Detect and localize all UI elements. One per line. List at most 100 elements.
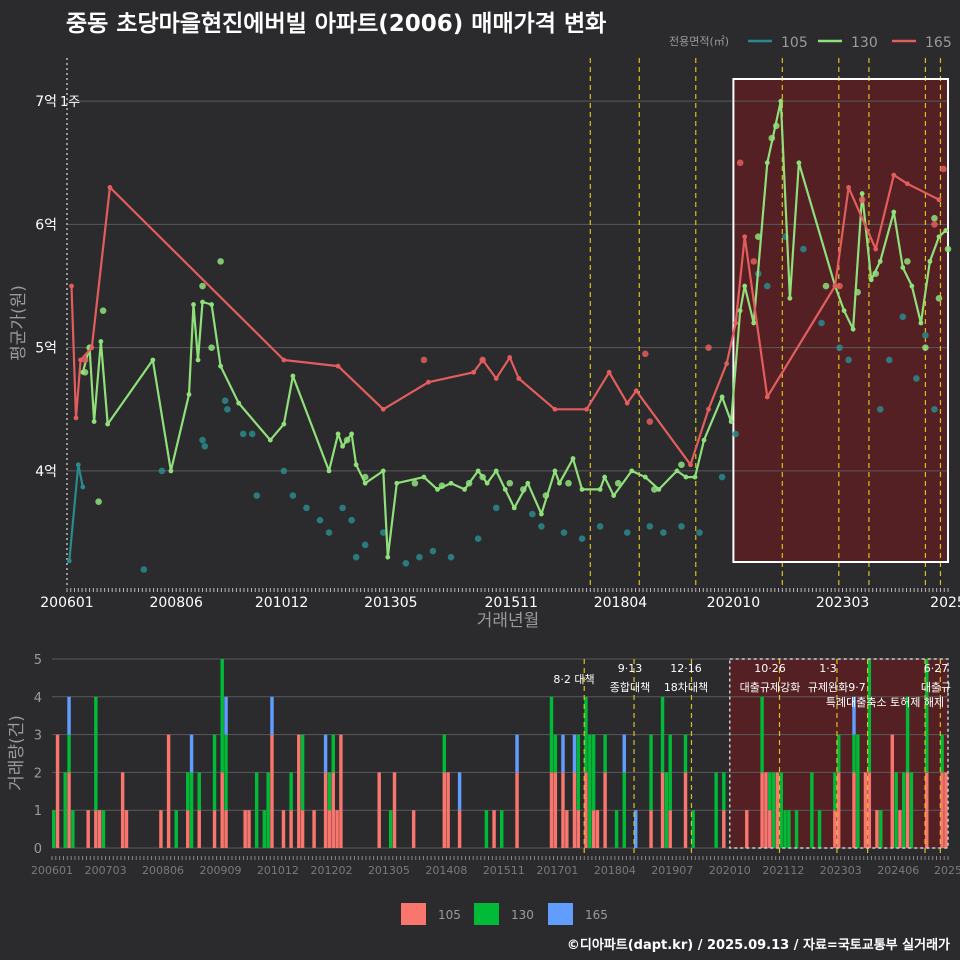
price-line-point-165 (507, 355, 513, 360)
price-point-130 (565, 479, 572, 487)
vol-bar-105 (561, 772, 565, 848)
policy-annotation: 8·2 대책 (553, 673, 594, 686)
vol-bar-105 (220, 772, 224, 848)
vol-bar-105 (159, 810, 163, 848)
vol-bar-130 (902, 772, 906, 848)
vol-x-tick-label: 200601 (31, 864, 73, 877)
price-point-165 (646, 418, 654, 425)
vol-x-tick-label: 200909 (199, 864, 241, 877)
vol-bar-105 (392, 772, 397, 848)
vol-bar-105 (197, 810, 201, 848)
price-point-105 (303, 504, 310, 512)
legend-label-130: 130 (851, 35, 878, 51)
price-point-105 (224, 405, 231, 413)
price-line-point-130 (484, 480, 490, 486)
price-point-105 (379, 529, 387, 536)
price-line-point-130 (742, 283, 748, 289)
price-point-105 (876, 405, 884, 413)
price-line-point-130 (105, 421, 111, 427)
price-line-point-165 (832, 283, 838, 289)
price-line-point-130 (841, 308, 847, 314)
vol-bar-130 (331, 734, 335, 773)
vol-bar-130 (67, 734, 71, 773)
price-line-point-165 (516, 376, 522, 381)
vol-bar-105 (764, 772, 768, 848)
vol-bar-105 (186, 810, 190, 848)
vol-bar-130 (905, 696, 910, 773)
price-line-point-130 (326, 468, 332, 474)
vol-bar-105 (270, 734, 274, 848)
vol-bar-130 (500, 810, 504, 848)
vol-bar-130 (101, 810, 106, 848)
price-line-point-130 (538, 511, 544, 517)
vol-bar-105 (649, 810, 653, 848)
price-line-point-130 (98, 339, 104, 344)
vol-bar-130 (212, 734, 217, 811)
price-line-point-165 (633, 388, 639, 394)
price-point-165 (836, 282, 843, 290)
price-line-point-165 (606, 369, 612, 375)
price-line-point-130 (629, 468, 635, 474)
vol-bar-130 (94, 696, 98, 811)
price-line-point-165 (846, 185, 852, 190)
price-line-point-105 (75, 462, 81, 468)
vol-bar-105 (312, 810, 316, 848)
price-line-point-130 (900, 265, 906, 270)
price-point-105 (201, 442, 209, 450)
policy-annotation: 규제완화 (808, 681, 848, 694)
price-point-105 (158, 467, 166, 475)
price-line-point-130 (281, 421, 287, 427)
vol-bar-105 (944, 772, 948, 848)
x-tick-label: 200806 (149, 595, 203, 611)
price-point-105 (348, 516, 355, 524)
vol-x-tick-label: 201701 (536, 864, 578, 877)
price-point-105 (289, 492, 297, 499)
price-line-point-165 (724, 361, 730, 367)
vol-bar-165 (572, 734, 577, 773)
vol-bar-165 (852, 696, 856, 735)
policy-annotation: 12·16 (670, 662, 702, 675)
vol-bar-105 (212, 810, 217, 848)
vol-bar-105 (331, 772, 335, 848)
price-point-130 (678, 461, 685, 469)
vol-bar-105 (576, 810, 581, 848)
price-point-105 (140, 566, 148, 573)
price-line-point-130 (877, 258, 883, 264)
vol-bar-130 (760, 696, 764, 773)
vol-bar-105 (224, 810, 228, 848)
vol-y-tick: 2 (34, 766, 42, 781)
price-line-point-130 (186, 392, 192, 397)
price-line-point-165 (584, 406, 589, 412)
vol-bar-130 (189, 772, 194, 848)
vol-bar-105 (890, 734, 895, 848)
vol-x-tick-label: 202010 (709, 864, 751, 877)
price-point-130 (217, 258, 224, 265)
vol-bar-130 (794, 810, 799, 848)
price-point-105 (429, 547, 437, 555)
price-point-130 (506, 479, 514, 487)
vol-bar-105 (281, 810, 286, 848)
vol-bar-130 (909, 772, 914, 848)
legend-label-105: 105 (781, 35, 808, 51)
vol-bar-130 (174, 810, 178, 848)
y-tick-label: 5억 (35, 341, 57, 357)
vol-bar-165 (270, 696, 274, 735)
price-line-point-130 (525, 480, 531, 486)
vol-bar-130 (771, 772, 776, 848)
vol-bar-105 (852, 772, 856, 848)
price-point-165 (641, 350, 649, 358)
vol-bar-105 (327, 810, 332, 848)
price-line-point-130 (80, 369, 86, 375)
price-line-point-130 (850, 326, 856, 332)
price-point-105 (253, 492, 261, 499)
vol-x-tick-label: 200703 (85, 864, 127, 877)
price-point-105 (899, 313, 907, 321)
vol-bar-105 (289, 810, 293, 848)
price-point-130 (208, 344, 215, 351)
vol-bar-130 (224, 734, 228, 811)
vol-bar-105 (94, 810, 98, 848)
vol-bar-105 (300, 810, 305, 848)
vol-bar-130 (614, 810, 619, 848)
price-line-point-130 (552, 468, 558, 474)
y-tick-label: 4억 (35, 464, 57, 480)
